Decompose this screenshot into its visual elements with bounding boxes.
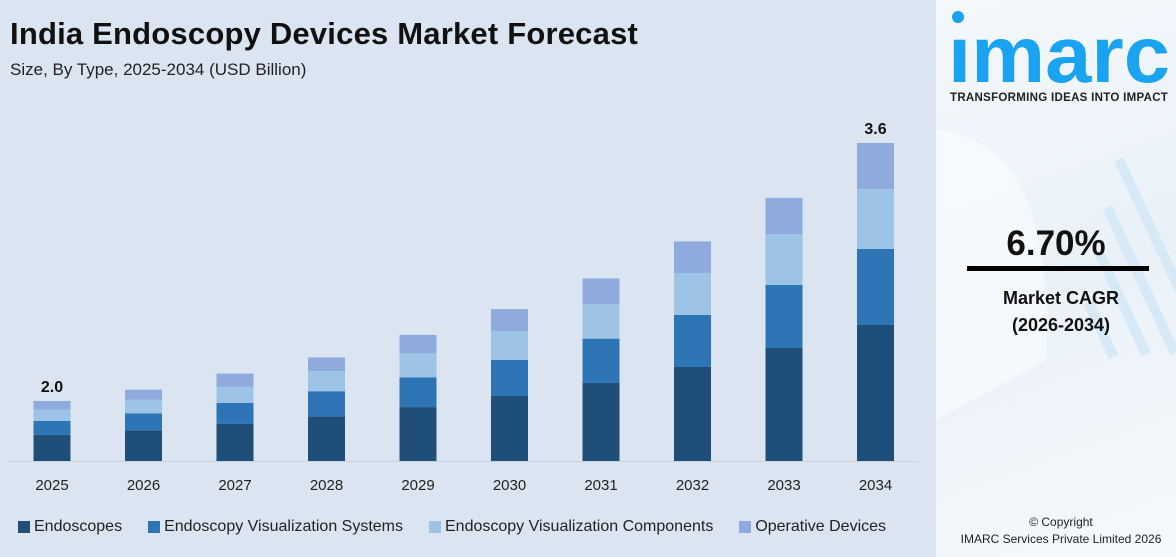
legend-item: Endoscopy Visualization Systems — [148, 518, 403, 536]
bar-segment-2032-0 — [674, 366, 711, 461]
bar-segment-2028-0 — [308, 416, 345, 461]
bar-segment-2030-1 — [491, 359, 528, 396]
bar-segment-2030-2 — [491, 330, 528, 360]
divider — [967, 266, 1149, 271]
chart-panel: India Endoscopy Devices Market Forecast … — [8, 16, 918, 536]
bar-segment-2033-3 — [765, 197, 803, 235]
bar-segment-2025-3 — [33, 401, 71, 410]
legend-label: Endoscopy Visualization Systems — [164, 518, 403, 535]
x-tick-label: 2030 — [493, 477, 526, 494]
total-label: 2.0 — [41, 379, 63, 396]
chart-subtitle: Size, By Type, 2025-2034 (USD Billion) — [10, 60, 307, 79]
legend-label: Endoscopes — [34, 518, 123, 535]
bar-segment-2031-2 — [582, 304, 620, 339]
bar-segment-2031-0 — [582, 382, 620, 461]
copyright-line2: IMARC Services Private Limited 2026 — [960, 532, 1162, 546]
bar-segment-2032-3 — [674, 241, 711, 273]
svg-text:ımarc: ımarc — [948, 10, 1170, 90]
legend-label: Operative Devices — [755, 518, 887, 535]
copyright-line1: © Copyright — [1029, 515, 1093, 529]
bar-segment-2029-2 — [399, 353, 437, 378]
legend: Endoscopes Endoscopy Visualization System… — [18, 518, 886, 536]
bar-segment-2034-1 — [857, 249, 894, 325]
stacked-bar-chart: 2025 2.0 2026 2027 2028 2029 2030 2031 2032 2033 2… — [8, 121, 918, 494]
bar-segment-2028-2 — [308, 371, 345, 392]
cagr-period: (2026-2034) — [1011, 315, 1111, 335]
bar-segment-2027-2 — [216, 386, 254, 404]
tagline: TRANSFORMING IDEAS INTO IMPACT — [950, 92, 1169, 104]
legend-item: Endoscopy Visualization Components — [429, 518, 713, 536]
legend-item: Operative Devices — [739, 518, 886, 536]
bar-segment-2025-2 — [33, 409, 71, 421]
bar-segment-2028-3 — [308, 357, 345, 372]
bar-segment-2029-3 — [399, 334, 437, 354]
legend-swatch — [739, 521, 752, 533]
bar-segment-2026-3 — [125, 389, 162, 400]
legend-swatch — [18, 521, 30, 533]
bar-segment-2027-3 — [216, 373, 254, 387]
cagr-label: Market CAGR (2026-2034) — [936, 285, 1176, 339]
legend-item: Endoscopes — [18, 518, 122, 536]
bar-segment-2026-1 — [125, 413, 162, 431]
legend-label: Endoscopy Visualization Components — [445, 518, 714, 535]
x-tick-label: 2032 — [676, 477, 709, 494]
total-label: 3.6 — [864, 121, 886, 138]
bar-segment-2033-0 — [765, 347, 803, 461]
bar-segment-2034-3 — [857, 143, 894, 189]
bar-segment-2030-3 — [491, 309, 528, 331]
bar-segment-2032-1 — [674, 314, 711, 367]
background-decoration — [936, 130, 1176, 420]
bar-segment-2025-1 — [33, 420, 71, 435]
bar-segment-2025-0 — [33, 434, 71, 461]
cagr-label-text: Market CAGR — [1002, 288, 1120, 308]
legend-swatch — [148, 521, 161, 533]
bar-segment-2032-2 — [674, 272, 711, 315]
x-tick-label: 2028 — [310, 477, 343, 494]
x-tick-label: 2031 — [584, 477, 617, 494]
bar-segment-2029-1 — [399, 377, 437, 408]
x-tick-label: 2026 — [127, 477, 160, 494]
imarc-logo: ımarc — [948, 10, 1170, 90]
x-tick-label: 2027 — [218, 477, 251, 494]
copyright: © Copyright IMARC Services Private Limit… — [936, 514, 1176, 548]
bar-segment-2026-2 — [125, 399, 162, 414]
bar-segment-2033-2 — [765, 234, 803, 286]
bar-segment-2027-0 — [216, 423, 254, 461]
bar-segment-2027-1 — [216, 403, 254, 424]
bar-segment-2028-1 — [308, 391, 345, 417]
chart-title: India Endoscopy Devices Market Forecast — [10, 16, 639, 51]
bar-segment-2029-0 — [399, 407, 437, 461]
x-tick-label: 2025 — [35, 477, 68, 494]
bar-segment-2034-2 — [857, 188, 894, 249]
legend-swatch — [429, 521, 441, 533]
sidebar: ımarc TRANSFORMING IDEAS INTO IMPACT 6.7… — [936, 0, 1176, 557]
bar-segment-2033-1 — [765, 285, 803, 348]
bar-segment-2026-0 — [125, 430, 162, 461]
x-tick-label: 2029 — [401, 477, 434, 494]
cagr-value: 6.70% — [1006, 224, 1106, 263]
x-tick-label: 2034 — [859, 477, 892, 494]
bar-segment-2034-0 — [857, 324, 894, 461]
bar-segment-2031-1 — [582, 338, 620, 383]
bar-segment-2030-0 — [491, 395, 528, 461]
x-tick-label: 2033 — [767, 477, 800, 494]
bar-segment-2031-3 — [582, 278, 620, 305]
